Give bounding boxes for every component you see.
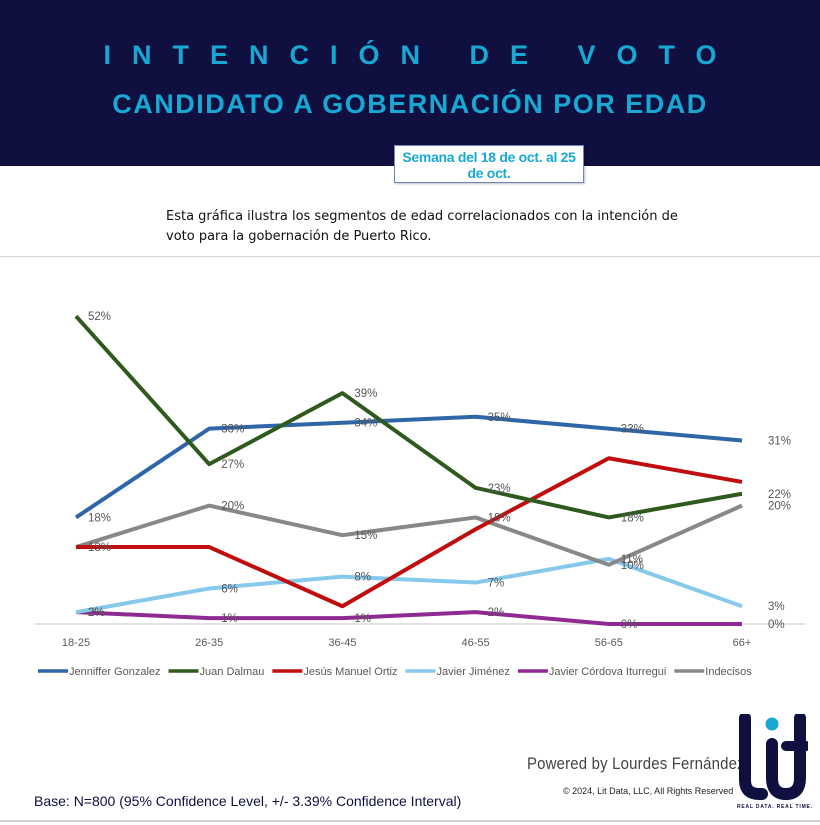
series-line-javier-jimenez: [75, 556, 743, 615]
data-label-indecisos: 13%: [88, 542, 111, 554]
data-label-juan-dalmau: 27%: [221, 459, 244, 471]
footer-divider: [0, 820, 820, 822]
data-label-juan-dalmau: 22%: [768, 489, 791, 501]
powered-by-text: Powered by Lourdes Fernández: [527, 754, 745, 773]
data-label-javier-jimenez: 8%: [354, 572, 371, 584]
data-label-javier-cordova-iturregui: 1%: [221, 613, 238, 625]
data-label-indecisos: 10%: [621, 560, 644, 572]
data-label-indecisos: 20%: [768, 501, 791, 513]
chart-description: Esta gráfica ilustra los segmentos de ed…: [166, 209, 678, 244]
data-label-jenniffer-gonzalez: 33%: [621, 424, 644, 436]
title-line-1: INTENCIÓN DE VOTO: [103, 40, 738, 70]
legend-label-javier-jimenez: Javier Jiménez: [437, 666, 510, 678]
series-line-jesus-manuel-ortiz: [76, 456, 743, 609]
data-label-juan-dalmau: 39%: [354, 388, 377, 400]
x-tick-label: 36-45: [328, 637, 356, 649]
x-tick-label: 46-55: [462, 637, 490, 649]
data-label-indecisos: 18%: [488, 512, 511, 524]
data-label-jenniffer-gonzalez: 35%: [488, 412, 511, 424]
data-label-jenniffer-gonzalez: 34%: [354, 418, 377, 430]
data-label-javier-jimenez: 7%: [488, 578, 505, 590]
data-label-javier-jimenez: 3%: [768, 601, 785, 613]
series-line-indecisos: [75, 503, 743, 567]
x-tick-label: 66+: [733, 637, 752, 649]
line-chart: 18% 33% 34% 35% 33% 31% 52% 27% 39% 23% 18% 22% 2% 6%…: [35, 311, 805, 678]
data-label-javier-cordova-iturregui: 2%: [488, 607, 505, 619]
logo-tagline: REAL DATA. REAL TIME.: [737, 804, 813, 810]
data-label-javier-cordova-iturregui: 2%: [88, 607, 105, 619]
series-line-jenniffer-gonzalez: [74, 414, 743, 520]
series-line-juan-dalmau: [74, 314, 743, 520]
x-tick-label: 56-65: [595, 637, 623, 649]
data-label-javier-cordova-iturregui: 1%: [354, 613, 371, 625]
data-label-juan-dalmau: 23%: [488, 483, 511, 495]
data-label-javier-jimenez: 2%: [88, 607, 105, 619]
divider: [0, 256, 820, 257]
legend-label-juan-dalmau: Juan Dalmau: [200, 666, 265, 678]
lit-logo-icon: [739, 714, 808, 801]
week-label-box: Semana del 18 de oct. al 25 de oct.: [394, 145, 584, 183]
x-tick-label: 26-35: [195, 637, 223, 649]
data-label-indecisos: 15%: [354, 530, 377, 542]
title-line-2: CANDIDATO A GOBERNACIÓN POR EDAD: [112, 89, 708, 119]
x-tick-label: 18-25: [62, 637, 90, 649]
legend-label-javier-cordova-iturregui: Javier Córdova Iturregui: [549, 666, 666, 678]
legend-label-indecisos: Indecisos: [705, 666, 752, 678]
data-label-javier-jimenez: 11%: [621, 554, 643, 566]
data-label-jenniffer-gonzalez: 31%: [768, 435, 791, 447]
series-line-javier-cordova-iturregui: [75, 610, 742, 626]
data-label-juan-dalmau: 18%: [621, 512, 644, 524]
data-label-jenniffer-gonzalez: 18%: [88, 512, 111, 524]
data-label-javier-jimenez: 6%: [221, 583, 238, 595]
data-label-jenniffer-gonzalez: 33%: [221, 424, 244, 436]
legend-label-jenniffer-gonzalez: Jenniffer Gonzalez: [69, 666, 161, 678]
legend-label-jesus-manuel-ortiz: Jesús Manuel Ortiz: [303, 666, 397, 678]
copyright-text: © 2024, Lit Data, LLC, All Rights Reserv…: [563, 786, 734, 796]
header-banner: INTENCIÓN DE VOTO CANDIDATO A GOBERNACIÓ…: [0, 0, 820, 166]
data-label-juan-dalmau: 52%: [88, 311, 111, 323]
data-label-javier-cordova-iturregui: 0%: [621, 619, 638, 631]
data-label-javier-cordova-iturregui: 0%: [768, 619, 785, 631]
sample-base-note: Base: N=800 (95% Confidence Level, +/- 3…: [34, 793, 462, 809]
data-label-indecisos: 20%: [221, 501, 244, 513]
